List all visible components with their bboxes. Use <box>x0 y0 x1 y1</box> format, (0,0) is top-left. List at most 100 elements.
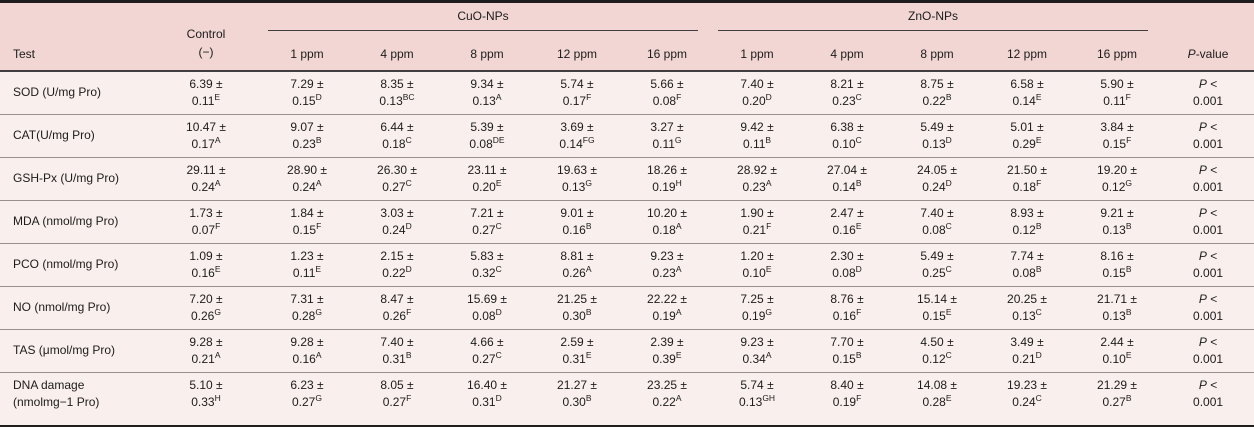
mean-value: 7.40 ± <box>740 76 774 91</box>
value-cell: 2.30 ±0.08D <box>802 243 893 287</box>
mean-value: 6.23 ± <box>290 377 324 392</box>
significance-letter: E <box>1125 350 1132 360</box>
table-row: MDA (nmol/mg Pro) 1.73 ±0.07F 1.84 ±0.15F 3… <box>0 200 1254 244</box>
value-cell: 28.90 ±0.24A <box>262 157 352 201</box>
pvalue-line1: P < <box>1198 291 1218 306</box>
error-value: 0.11E <box>191 92 221 108</box>
significance-letter: D <box>855 264 862 274</box>
mean-value: 9.23 ± <box>650 248 684 263</box>
value-cell: 2.47 ±0.16E <box>802 200 893 244</box>
value-cell: 7.31 ±0.28G <box>262 286 352 330</box>
error-value: 0.12C <box>922 350 952 366</box>
mean-value: 9.23 ± <box>740 334 774 349</box>
error-value: 0.07F <box>191 221 221 237</box>
error-value: 0.08C <box>922 221 952 237</box>
row-label: TAS (μmol/mg Pro) <box>0 329 150 373</box>
error-value: 0.29E <box>1012 135 1042 151</box>
error-value: 0.15E <box>922 307 952 323</box>
significance-letter: F <box>1036 178 1042 188</box>
table-body: SOD (U/mg Pro) 6.39 ±0.11E 7.29 ±0.15D 8.35… <box>0 71 1254 415</box>
significance-letter: A <box>214 178 221 188</box>
significance-letter: C <box>945 221 952 231</box>
mean-value: 3.27 ± <box>650 119 684 134</box>
value-cell: 3.27 ±0.11G <box>622 114 713 158</box>
mean-value: 21.25 ± <box>557 291 597 306</box>
mean-value: 7.20 ± <box>189 291 223 306</box>
error-value: 0.21F <box>742 221 772 237</box>
value-cell: 9.28 ±0.16A <box>262 329 352 373</box>
mean-value: 7.40 ± <box>380 334 414 349</box>
significance-letter: C <box>1035 393 1042 403</box>
value-cell: 29.11 ±0.24A <box>150 157 262 201</box>
mean-value: 8.16 ± <box>1100 248 1134 263</box>
mean-value: 5.74 ± <box>740 377 774 392</box>
error-value: 0.22D <box>382 264 412 280</box>
mean-value: 5.49 ± <box>920 248 954 263</box>
significance-letter: G <box>315 307 322 317</box>
error-value: 0.27F <box>382 393 412 409</box>
significance-letter: B <box>855 350 862 360</box>
group-header-zno-nps: ZnO-NPs <box>712 3 1163 31</box>
significance-letter: G <box>315 393 322 403</box>
value-cell: 21.27 ±0.30B <box>532 372 622 415</box>
error-value: 0.16E <box>832 221 862 237</box>
mean-value: 28.90 ± <box>287 162 327 177</box>
significance-letter: F <box>406 393 412 403</box>
mean-value: 22.22 ± <box>647 291 687 306</box>
significance-letter: F <box>215 221 221 231</box>
value-cell: 8.93 ±0.12B <box>982 200 1073 244</box>
error-value: 0.19A <box>652 307 682 323</box>
row-label-line1: GSH-Px (U/mg Pro) <box>13 171 120 186</box>
ppm-header-cuo-4ppm: 4 ppm <box>352 31 442 72</box>
pvalue-cell: P < 0.001 <box>1162 329 1254 373</box>
mean-value: 8.75 ± <box>920 76 954 91</box>
value-cell: 9.34 ±0.13A <box>442 71 532 115</box>
value-cell: 1.23 ±0.11E <box>262 243 352 287</box>
significance-letter: A <box>675 307 682 317</box>
row-label-line1: MDA (nmol/mg Pro) <box>13 214 119 229</box>
significance-letter: D <box>945 178 952 188</box>
pvalue-line1: P < <box>1198 76 1218 91</box>
significance-letter: A <box>675 393 682 403</box>
error-value: 0.19H <box>652 178 682 194</box>
mean-value: 7.40 ± <box>920 205 954 220</box>
significance-letter: C <box>945 264 952 274</box>
group-label-zno: ZnO-NPs <box>718 3 1149 31</box>
ppm-header-zno-12ppm: 12 ppm <box>982 31 1073 72</box>
mean-value: 3.49 ± <box>1010 334 1044 349</box>
error-value: 0.24A <box>191 178 221 194</box>
significance-letter: E <box>855 221 862 231</box>
mean-value: 2.47 ± <box>830 205 864 220</box>
value-cell: 9.28 ±0.21A <box>150 329 262 373</box>
error-value: 0.28E <box>922 393 952 409</box>
error-value: 0.21A <box>191 350 221 366</box>
value-cell: 7.40 ±0.08C <box>892 200 983 244</box>
error-value: 0.15B <box>832 350 862 366</box>
significance-letter: A <box>315 178 322 188</box>
error-value: 0.11B <box>742 135 772 151</box>
value-cell: 18.26 ±0.19H <box>622 157 713 201</box>
significance-letter: A <box>765 178 772 188</box>
significance-letter: B <box>585 393 592 403</box>
error-value: 0.10C <box>832 135 862 151</box>
mean-value: 5.39 ± <box>470 119 504 134</box>
error-value: 0.27B <box>1102 393 1132 409</box>
significance-letter: C <box>495 221 502 231</box>
significance-letter: E <box>675 350 682 360</box>
mean-value: 6.39 ± <box>189 76 223 91</box>
value-cell: 8.40 ±0.19F <box>802 372 893 415</box>
value-cell: 26.30 ±0.27C <box>352 157 442 201</box>
mean-value: 1.84 ± <box>290 205 324 220</box>
mean-value: 8.81 ± <box>560 248 594 263</box>
significance-letter: B <box>945 92 952 102</box>
mean-value: 6.38 ± <box>830 119 864 134</box>
error-value: 0.17F <box>562 92 592 108</box>
error-value: 0.26F <box>382 307 412 323</box>
error-value: 0.22A <box>652 393 682 409</box>
error-value: 0.15B <box>1102 264 1132 280</box>
group-header-row: Test Control (−) CuO-NPs ZnO-NPs P-value <box>0 3 1254 72</box>
mean-value: 21.50 ± <box>1007 162 1047 177</box>
value-cell: 3.84 ±0.15F <box>1072 114 1163 158</box>
pvalue-cell: P < 0.001 <box>1162 372 1254 415</box>
mean-value: 15.69 ± <box>467 291 507 306</box>
